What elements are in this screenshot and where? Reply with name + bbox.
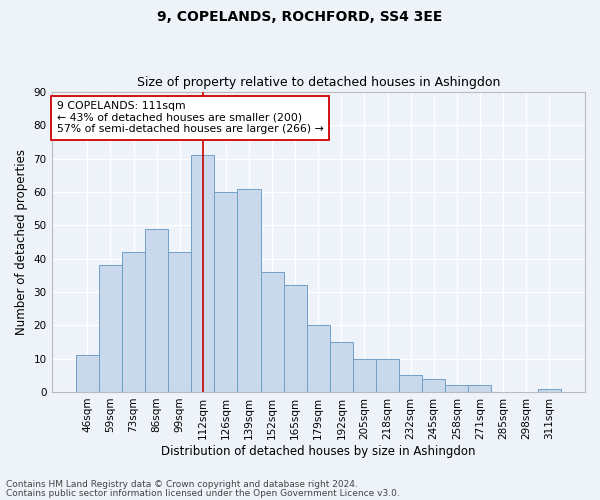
Bar [99,266,122,392]
Bar [469,386,491,392]
Bar [122,252,145,392]
Text: Contains public sector information licensed under the Open Government Licence v3: Contains public sector information licen… [6,488,400,498]
Text: 9 COPELANDS: 111sqm
← 43% of detached houses are smaller (200)
57% of semi-detac: 9 COPELANDS: 111sqm ← 43% of detached ho… [57,101,323,134]
Bar [284,286,307,392]
Bar [538,388,561,392]
Bar [191,156,214,392]
Bar [307,326,330,392]
Bar [376,358,399,392]
Bar [445,386,469,392]
Bar [238,188,260,392]
Bar [260,272,284,392]
Bar [422,378,445,392]
Text: 9, COPELANDS, ROCHFORD, SS4 3EE: 9, COPELANDS, ROCHFORD, SS4 3EE [157,10,443,24]
Text: Contains HM Land Registry data © Crown copyright and database right 2024.: Contains HM Land Registry data © Crown c… [6,480,358,489]
Bar [76,356,99,392]
Bar [168,252,191,392]
Bar [399,376,422,392]
Bar [330,342,353,392]
Bar [214,192,238,392]
Bar [145,228,168,392]
Bar [353,358,376,392]
Title: Size of property relative to detached houses in Ashingdon: Size of property relative to detached ho… [137,76,500,90]
X-axis label: Distribution of detached houses by size in Ashingdon: Distribution of detached houses by size … [161,444,476,458]
Y-axis label: Number of detached properties: Number of detached properties [15,149,28,335]
